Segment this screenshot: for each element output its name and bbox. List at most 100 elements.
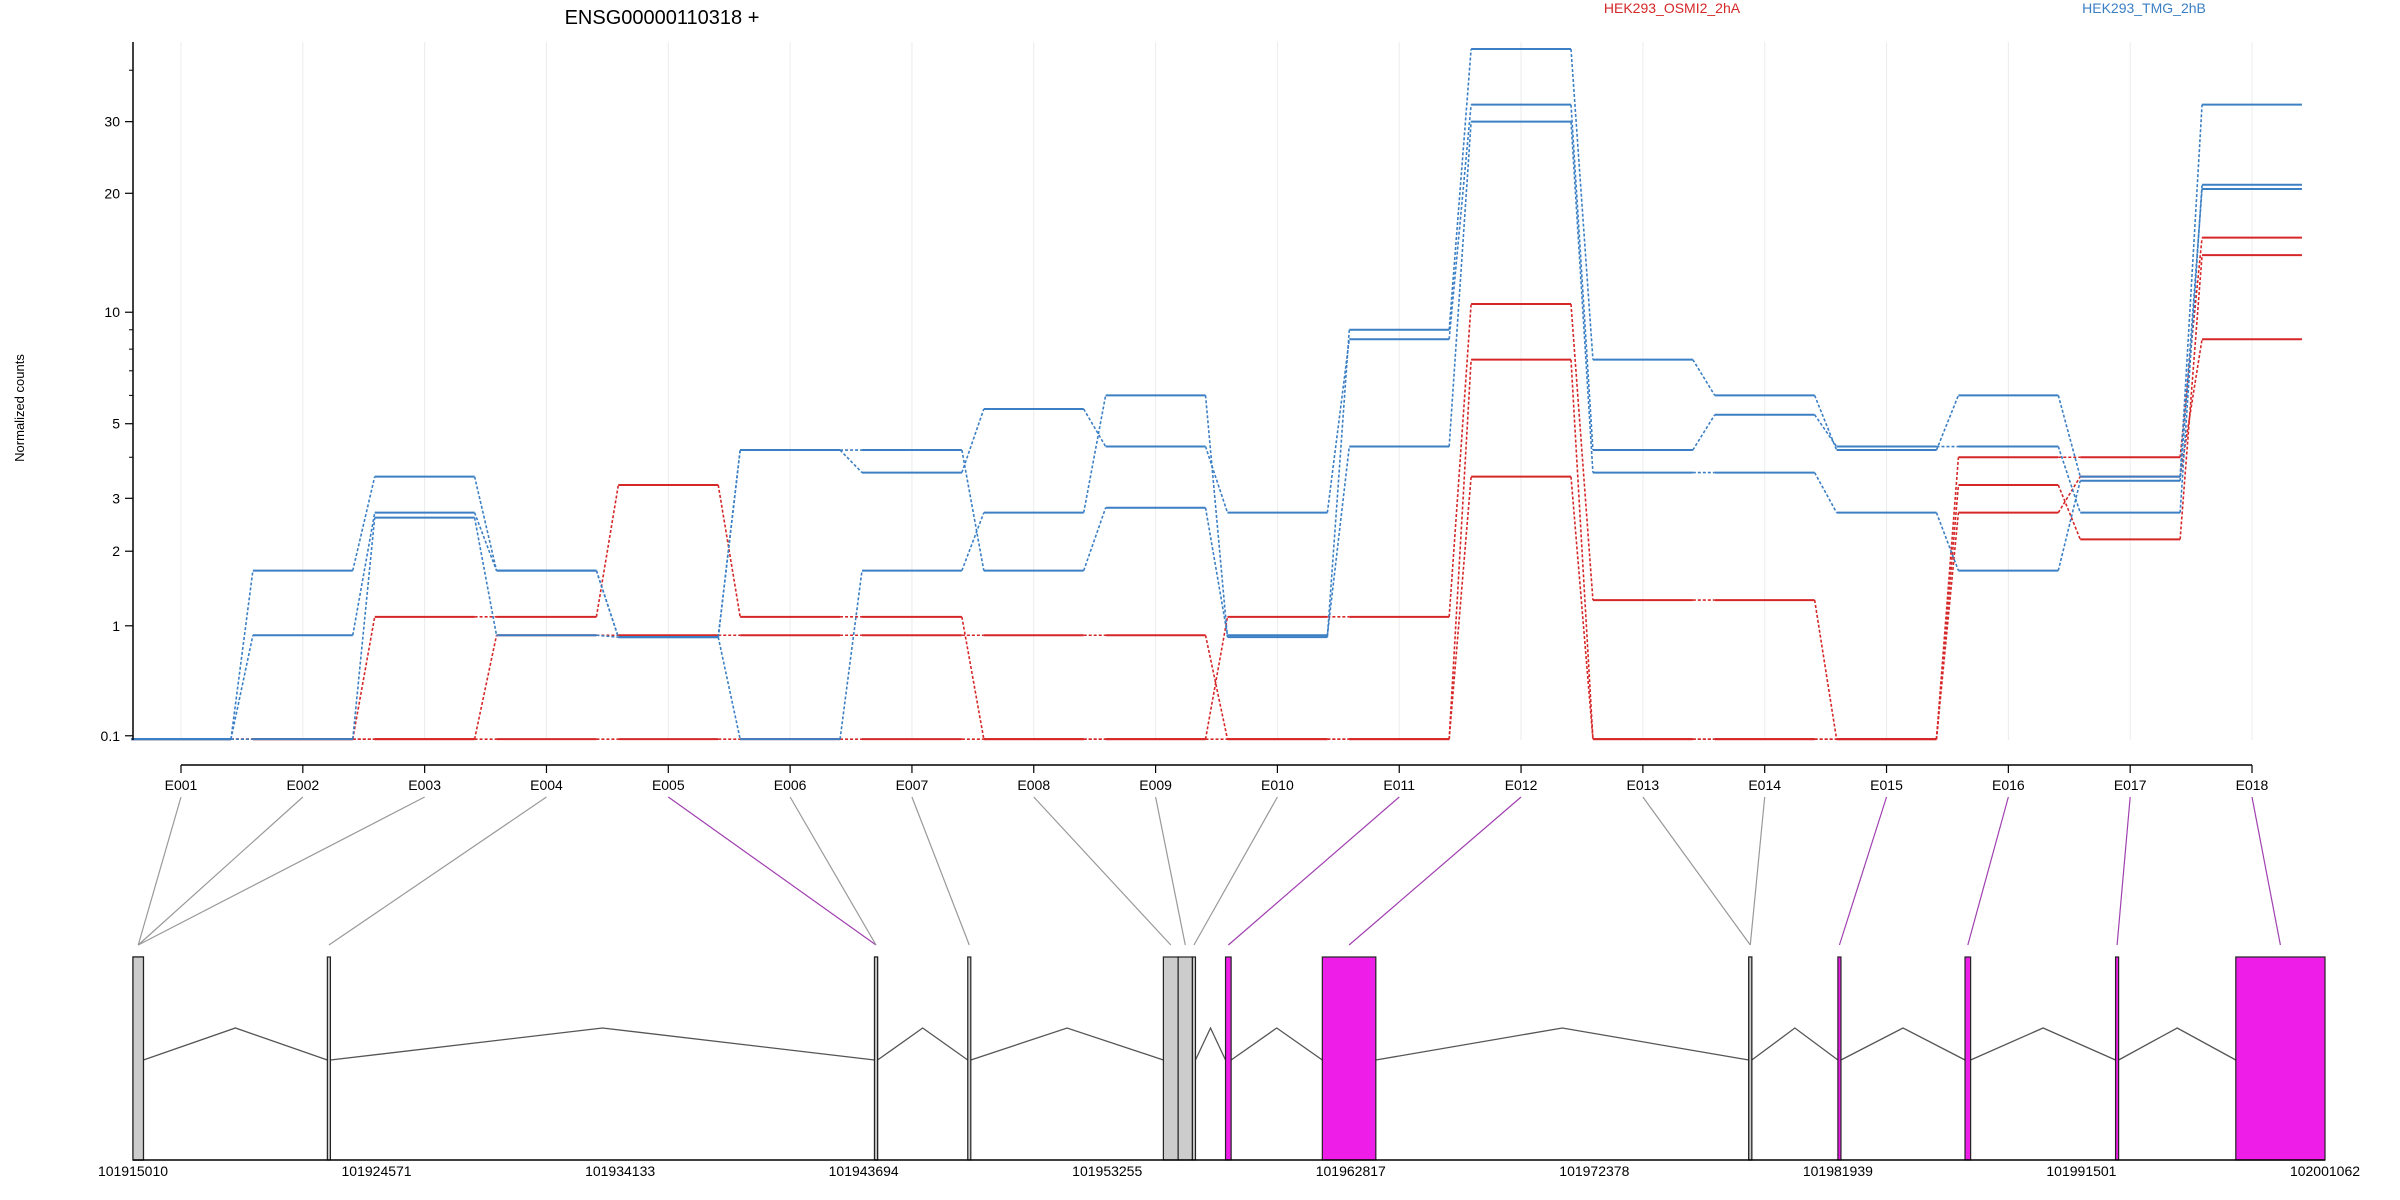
coordinate-label: 101943694 <box>829 1163 899 1179</box>
intron <box>1230 1027 1323 1061</box>
data-connector <box>595 484 620 617</box>
data-connector <box>230 635 254 740</box>
x-tick-label: E004 <box>530 777 563 793</box>
chart-title: ENSG00000110318 + <box>565 7 760 29</box>
intron <box>143 1027 328 1061</box>
exon-E007 <box>967 956 972 1161</box>
data-connector <box>1570 476 1594 740</box>
x-tick-label: E001 <box>165 777 198 793</box>
data-connector <box>1935 395 1960 451</box>
series-6 <box>131 120 2302 741</box>
data-connector <box>717 449 741 638</box>
axes: 0.1 1 2 3 5 10 20 30 E001 E002 E003 E004 E005 E006 E00… <box>101 42 2269 793</box>
x-tick-label: E010 <box>1261 777 1294 793</box>
exon-E017 <box>2114 956 2120 1161</box>
data-connector <box>1813 599 1838 740</box>
coordinate-label: 101991501 <box>2046 1163 2116 1179</box>
data-connector <box>1082 507 1107 571</box>
data-connector <box>1204 507 1229 636</box>
intron <box>1970 1027 2116 1061</box>
data-connector <box>1813 472 1838 514</box>
data-connector <box>2179 255 2203 540</box>
data-connector <box>1448 359 1472 740</box>
exon-E016 <box>1964 956 1972 1161</box>
data-connector <box>1204 635 1229 740</box>
data-connector <box>1083 408 1107 447</box>
coordinate-label: 101924571 <box>342 1163 412 1179</box>
x-tick-label: E016 <box>1992 777 2025 793</box>
x-tick-label: E009 <box>1139 777 1172 793</box>
exon-connectors <box>137 796 2281 946</box>
exon-E012 <box>1321 956 1377 1161</box>
data-connector <box>1935 512 1960 571</box>
data-connector <box>351 517 376 740</box>
data-connector <box>1692 414 1716 451</box>
series-layer <box>131 48 2302 741</box>
data-connector <box>1326 446 1351 636</box>
y-tick-label: 2 <box>112 543 120 559</box>
exon-connector <box>667 796 877 946</box>
x-tick-label: E007 <box>896 777 929 793</box>
coordinate-label: 101972378 <box>1559 1163 1629 1179</box>
y-tick-label: 1 <box>112 618 120 634</box>
y-tick-label: 30 <box>104 114 120 130</box>
data-connector <box>961 408 985 473</box>
exon-connector <box>1348 796 1522 946</box>
exon-connector <box>137 796 304 946</box>
data-connector <box>1204 446 1229 513</box>
data-connector <box>595 570 620 638</box>
intron <box>1840 1027 1966 1061</box>
exon-E006 <box>873 956 879 1161</box>
data-connector <box>351 512 376 636</box>
data-connector <box>717 484 741 617</box>
exon-connector <box>328 796 547 946</box>
x-tick-label: E003 <box>408 777 441 793</box>
series-5 <box>131 103 2302 741</box>
y-tick-label: 3 <box>112 490 120 506</box>
coordinate-label: 101934133 <box>585 1163 655 1179</box>
data-connector <box>473 512 498 571</box>
intron <box>1751 1027 1839 1061</box>
coordinate-label: 101953255 <box>1072 1163 1142 1179</box>
y-tick-label: 0.1 <box>101 728 121 744</box>
data-connector <box>1448 121 1472 447</box>
data-connector <box>961 449 985 571</box>
exon-connector <box>911 796 970 946</box>
intron <box>1194 1026 1227 1061</box>
data-connector <box>473 476 498 571</box>
data-connector <box>961 512 985 571</box>
exon-connector <box>1193 796 1278 946</box>
data-connector <box>351 476 376 571</box>
coordinate-label: 101962817 <box>1316 1163 1386 1179</box>
data-connector <box>1326 329 1351 638</box>
data-connector <box>2179 188 2203 481</box>
data-connector <box>1692 359 1716 396</box>
exon-E009 <box>1177 956 1194 1161</box>
exon-connector <box>2251 796 2281 946</box>
exon-connector <box>1967 796 2009 946</box>
coordinate-label: 101915010 <box>98 1163 168 1179</box>
data-connector <box>473 635 498 740</box>
legend-entry-a: HEK293_OSMI2_2hA <box>1604 0 1741 16</box>
x-tick-label: E012 <box>1505 777 1538 793</box>
data-connector <box>351 616 376 740</box>
data-connector <box>1204 395 1229 638</box>
x-tick-label: E017 <box>2114 777 2147 793</box>
coordinate-label: 101981939 <box>1803 1163 1873 1179</box>
data-connector <box>1326 339 1351 513</box>
data-connector <box>1813 414 1838 447</box>
data-connector <box>2057 476 2081 514</box>
data-connector <box>1448 48 1472 330</box>
exon-connector <box>1227 796 1400 946</box>
data-connector <box>1570 104 1594 451</box>
x-tick-label: E005 <box>652 777 685 793</box>
y-axis-label: Normalized counts <box>12 354 27 462</box>
exon-E004 <box>326 956 332 1161</box>
data-connector <box>2179 339 2203 477</box>
x-tick-label: E002 <box>286 777 319 793</box>
genomic-coordinate-axis: 101915010 101924571 101934133 101943694 1019… <box>98 1163 2360 1179</box>
x-tick-label: E014 <box>1748 777 1781 793</box>
exon-E008 <box>1162 956 1179 1161</box>
data-connector <box>961 616 985 740</box>
